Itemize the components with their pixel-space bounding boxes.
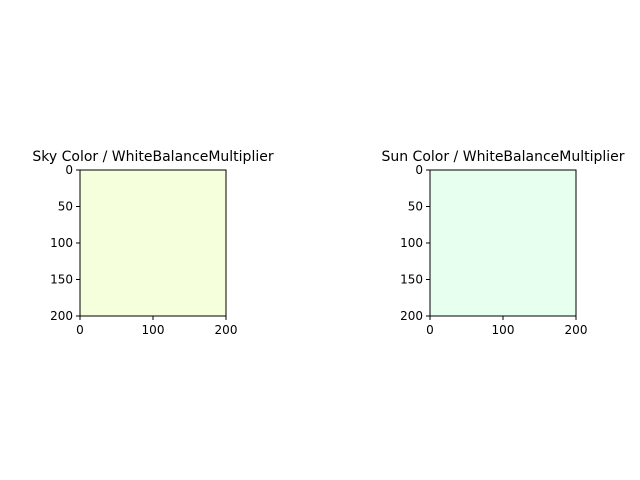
subplot-title: Sun Color / WhiteBalanceMultiplier (381, 149, 624, 165)
y-tick-label: 200 (400, 309, 423, 323)
x-tick-label: 0 (76, 323, 84, 337)
y-tick-label: 100 (400, 236, 423, 250)
y-tick-label: 50 (58, 200, 73, 214)
image-area (430, 170, 576, 316)
y-tick-label: 50 (408, 200, 423, 214)
subplot-sun-color: Sun Color / WhiteBalanceMultiplier 0 100 2… (381, 149, 624, 337)
y-tick-label: 0 (65, 163, 73, 177)
y-tick-label: 150 (400, 273, 423, 287)
y-tick-label: 150 (50, 273, 73, 287)
x-axis: 0 100 200 (426, 316, 587, 337)
x-tick-label: 0 (426, 323, 434, 337)
x-tick-label: 200 (565, 323, 588, 337)
image-area (80, 170, 226, 316)
x-tick-label: 200 (215, 323, 238, 337)
x-tick-label: 100 (492, 323, 515, 337)
y-tick-label: 200 (50, 309, 73, 323)
y-tick-label: 100 (50, 236, 73, 250)
y-axis: 0 50 100 150 200 (50, 163, 80, 323)
y-tick-label: 0 (415, 163, 423, 177)
subplot-sky-color: Sky Color / WhiteBalanceMultiplier 0 100 2… (32, 149, 273, 337)
x-tick-label: 100 (142, 323, 165, 337)
x-axis: 0 100 200 (76, 316, 237, 337)
y-axis: 0 50 100 150 200 (400, 163, 430, 323)
subplot-title: Sky Color / WhiteBalanceMultiplier (32, 149, 273, 165)
